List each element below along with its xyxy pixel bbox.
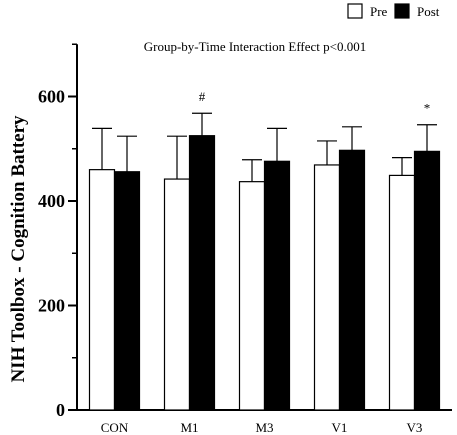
y-tick-label: 0 (56, 400, 65, 420)
bar-post-v3 (413, 150, 441, 411)
legend-label-pre: Pre (370, 4, 388, 19)
legend-label-post: Post (417, 4, 440, 19)
x-tick-label: V3 (407, 420, 423, 435)
y-tick-label: 400 (38, 191, 65, 211)
y-tick-label: 200 (38, 296, 65, 316)
x-tick-label: CON (101, 420, 129, 435)
y-tick-label: 600 (38, 87, 65, 107)
significance-marker: * (424, 101, 431, 116)
chart-title: Group-by-Time Interaction Effect p<0.001 (144, 39, 367, 54)
bar-post-con (113, 171, 141, 411)
bar-post-v1 (338, 149, 366, 411)
legend-swatch-post (394, 3, 410, 19)
bar-pre-v1 (313, 164, 341, 411)
bar-pre-m1 (163, 178, 191, 411)
x-tick-label: M3 (255, 420, 273, 435)
bar-post-m1 (188, 135, 216, 411)
x-tick-label: V1 (332, 420, 348, 435)
legend-swatch-pre (347, 3, 363, 19)
chart-legend: Pre Post (347, 3, 440, 19)
y-axis-label: NIH Toolbox - Cognition Battery (8, 115, 29, 383)
chart-tick-labels: 0 200 400 600 CON M1 M3 V1 V3 # * (38, 87, 430, 435)
bar-pre-con (88, 169, 116, 411)
bar-pre-v3 (388, 174, 416, 411)
bar-pre-m3 (238, 181, 266, 411)
bar-post-m3 (263, 160, 291, 411)
significance-marker: # (199, 89, 206, 104)
chart-bars (88, 112, 441, 411)
x-tick-label: M1 (180, 420, 198, 435)
